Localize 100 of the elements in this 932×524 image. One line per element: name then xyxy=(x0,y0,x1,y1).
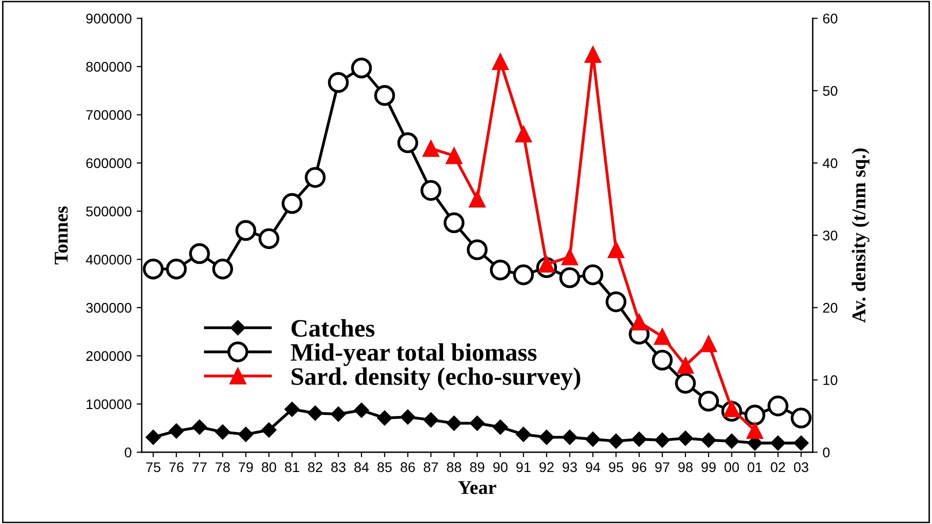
x-tick-label: 90 xyxy=(493,462,508,472)
legend-label: Catches xyxy=(292,319,374,337)
point xyxy=(146,430,161,445)
point xyxy=(261,422,276,438)
x-tick-label: 95 xyxy=(608,462,624,472)
point xyxy=(304,167,326,188)
x-tick-label: 81 xyxy=(284,462,300,472)
point xyxy=(354,402,370,418)
point xyxy=(561,248,578,266)
x-tick-label: 78 xyxy=(216,462,230,472)
x-tick-label: 91 xyxy=(516,462,531,472)
point xyxy=(700,335,717,352)
x-tick-label: 84 xyxy=(354,462,369,472)
point xyxy=(768,396,788,416)
point xyxy=(632,432,647,447)
y2-tick-label: 20 xyxy=(823,302,838,313)
point xyxy=(516,426,532,442)
point xyxy=(492,420,508,435)
y2-axis-title: Av. density (t/nm sq.) xyxy=(852,148,870,323)
point xyxy=(724,434,740,449)
x-tick-label: 80 xyxy=(262,462,276,472)
point xyxy=(515,126,532,142)
x-tick-label: 82 xyxy=(308,462,322,472)
point xyxy=(492,53,509,70)
point xyxy=(584,46,602,63)
point xyxy=(582,264,604,286)
point xyxy=(490,260,511,280)
point xyxy=(420,180,442,201)
point xyxy=(328,72,349,93)
point xyxy=(446,416,462,431)
point xyxy=(397,132,418,154)
y-tick-label: 400000 xyxy=(86,254,132,265)
point xyxy=(212,258,234,280)
legend-label: Mid-year total biomass xyxy=(290,343,536,366)
point xyxy=(746,422,764,439)
point xyxy=(630,314,648,330)
legend-label: Sard. density (echo-survey) xyxy=(292,367,580,390)
point xyxy=(652,350,673,371)
point xyxy=(168,423,184,439)
x-tick-label: 77 xyxy=(192,462,207,472)
point xyxy=(374,85,396,106)
point xyxy=(470,416,485,431)
point xyxy=(282,193,302,214)
y-tick-label: 600000 xyxy=(86,158,132,168)
y-tick-label: 300000 xyxy=(86,302,132,313)
point xyxy=(608,241,624,258)
x-tick-label: 01 xyxy=(748,462,762,472)
y-tick-label: 800000 xyxy=(86,62,132,72)
point xyxy=(790,408,812,428)
y2-tick-label: 0 xyxy=(822,448,830,458)
x-tick-label: 76 xyxy=(169,462,184,472)
x-tick-label: 93 xyxy=(562,462,577,472)
x-tick-label: 88 xyxy=(446,462,462,472)
point xyxy=(513,264,534,286)
point xyxy=(189,243,210,264)
point xyxy=(258,228,280,250)
point xyxy=(423,412,438,428)
x-tick-label: 85 xyxy=(378,462,392,472)
y2-tick-label: 50 xyxy=(822,86,838,96)
x-tick-label: 96 xyxy=(632,462,646,472)
point xyxy=(238,426,254,442)
x-tick-label: 98 xyxy=(678,462,693,472)
point xyxy=(794,435,809,451)
point xyxy=(192,420,208,435)
y-tick-label: 0 xyxy=(124,448,132,458)
point xyxy=(215,424,230,440)
y-tick-label: 100000 xyxy=(86,399,132,410)
x-tick-label: 00 xyxy=(724,462,739,472)
point xyxy=(351,58,372,78)
point xyxy=(308,406,323,421)
point xyxy=(585,432,600,447)
y-tick-label: 700000 xyxy=(86,110,132,120)
y-axis-title: Tonnes xyxy=(54,206,68,264)
point xyxy=(770,435,786,451)
x-tick-label: 89 xyxy=(470,462,484,472)
point xyxy=(284,402,300,417)
point xyxy=(701,432,716,448)
point xyxy=(606,291,626,312)
y2-tick-label: 30 xyxy=(822,230,838,240)
point xyxy=(677,357,694,374)
x-tick-label: 92 xyxy=(540,462,554,472)
x-tick-label: 86 xyxy=(400,462,415,472)
point xyxy=(678,430,694,446)
point xyxy=(698,390,719,412)
point xyxy=(330,406,346,422)
x-tick-label: 87 xyxy=(424,462,438,472)
point xyxy=(466,239,488,260)
point xyxy=(166,258,187,280)
x-tick-label: 75 xyxy=(146,462,160,472)
point xyxy=(377,410,392,426)
point xyxy=(744,404,766,426)
point xyxy=(422,140,440,157)
x-tick-label: 79 xyxy=(238,462,253,472)
point xyxy=(608,434,624,449)
point xyxy=(446,147,462,164)
x-tick-label: 83 xyxy=(331,462,346,472)
point xyxy=(562,430,578,445)
point xyxy=(654,432,670,448)
point xyxy=(468,190,486,208)
x-axis-title: Year xyxy=(458,481,496,494)
